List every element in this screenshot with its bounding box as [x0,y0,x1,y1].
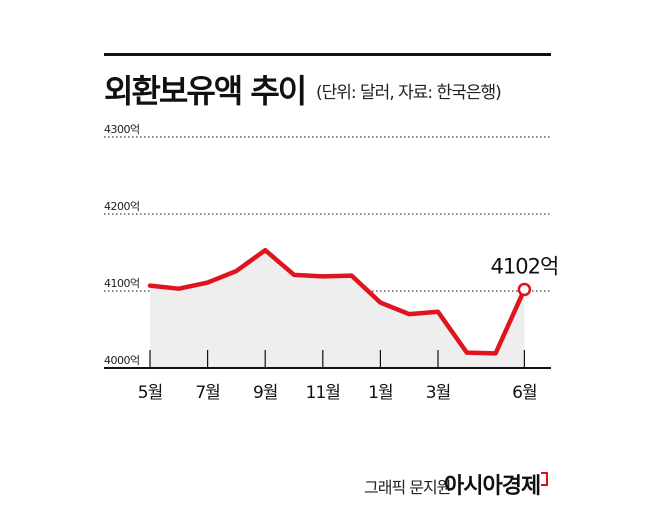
y-tick-label: 4200억 [104,200,140,213]
x-tick-label: 11월 [306,383,340,403]
x-tick-label: 9월 [253,383,277,403]
title-rule [104,53,551,56]
x-tick-label: 5월 [138,383,162,403]
x-tick-label: 6월 [512,383,536,403]
x-tick-label: 1월 [368,383,392,403]
x-tick-label: 7월 [195,383,219,403]
y-tick-label: 4100억 [104,277,140,290]
chart-title: 외환보유액 추이 [104,72,307,110]
y-tick-label: 4300억 [104,123,140,136]
series-line [147,247,527,356]
last-value-label: 4102억 [491,254,559,278]
last-point-marker [517,282,532,297]
y-tick-label: 4000억 [104,354,140,367]
x-tick-label: 3월 [426,383,450,403]
brand-logo: 아시아경제 [444,474,541,499]
graphic-credit: 그래픽 문지원 [364,478,451,497]
brand-mark-icon [541,472,548,486]
area-fill [150,250,525,368]
chart-subtitle: (단위: 달러, 자료: 한국은행) [316,83,502,103]
